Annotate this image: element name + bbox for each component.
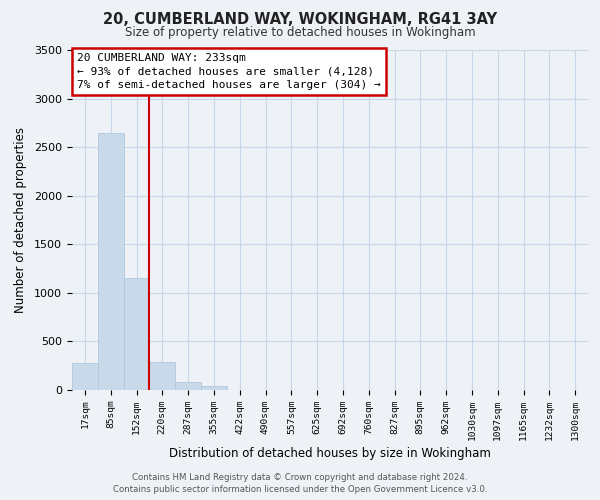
Text: 20 CUMBERLAND WAY: 233sqm
← 93% of detached houses are smaller (4,128)
7% of sem: 20 CUMBERLAND WAY: 233sqm ← 93% of detac… <box>77 54 381 90</box>
Text: Size of property relative to detached houses in Wokingham: Size of property relative to detached ho… <box>125 26 475 39</box>
Bar <box>201 386 227 390</box>
Text: Contains HM Land Registry data © Crown copyright and database right 2024.
Contai: Contains HM Land Registry data © Crown c… <box>113 472 487 494</box>
X-axis label: Distribution of detached houses by size in Wokingham: Distribution of detached houses by size … <box>169 447 491 460</box>
Bar <box>72 363 98 390</box>
Y-axis label: Number of detached properties: Number of detached properties <box>14 127 27 313</box>
Text: 20, CUMBERLAND WAY, WOKINGHAM, RG41 3AY: 20, CUMBERLAND WAY, WOKINGHAM, RG41 3AY <box>103 12 497 28</box>
Bar <box>98 132 124 390</box>
Bar <box>175 382 201 390</box>
Bar <box>149 362 175 390</box>
Bar <box>124 278 149 390</box>
